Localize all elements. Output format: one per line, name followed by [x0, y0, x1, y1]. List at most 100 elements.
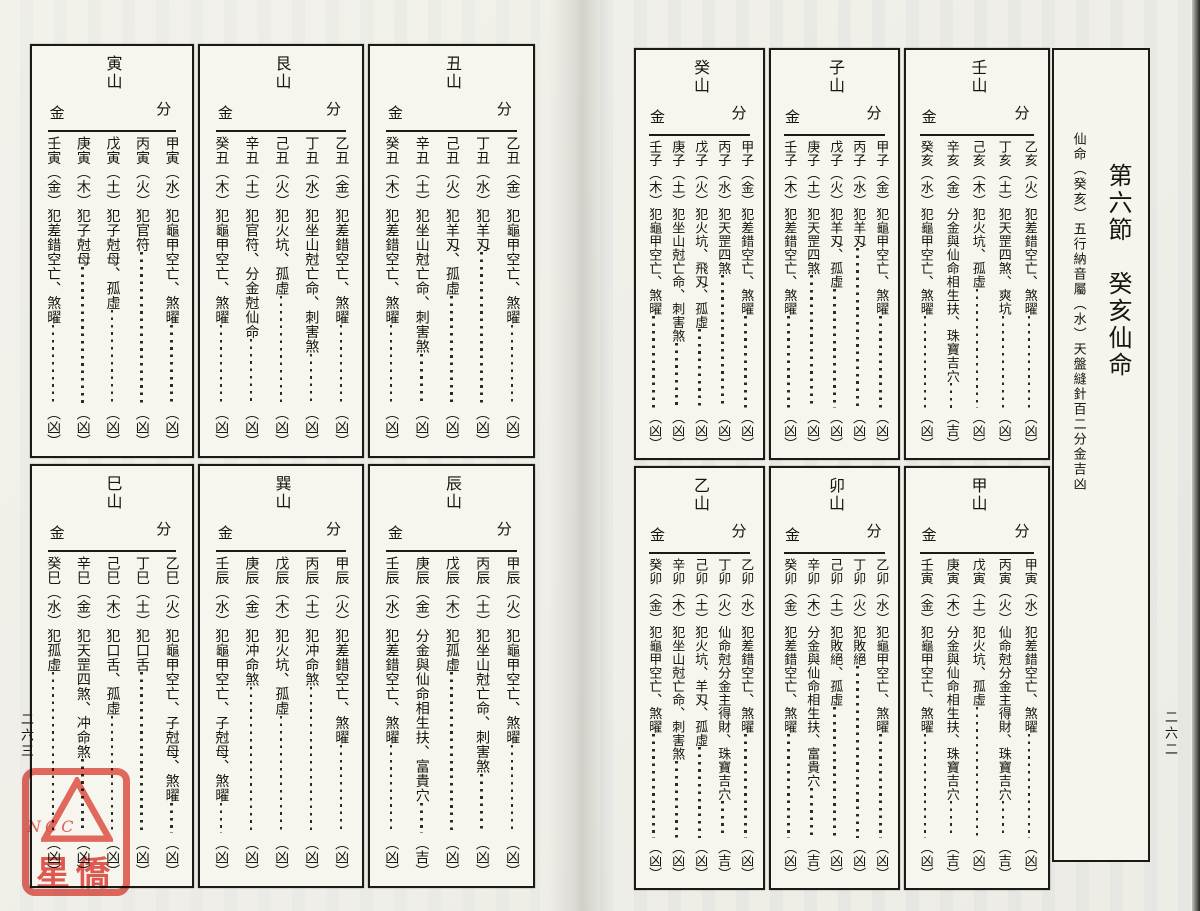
- entry-text: 庚子（土）犯坐山尅亡命、刺害煞: [669, 140, 685, 343]
- fenjin-entries: 甲子（金）犯龜甲空亡、煞曜 （凶） 丙子（水）犯羊刄 （凶） 戊子（火）犯羊刄、孤虛 （凶…: [777, 140, 892, 450]
- entry-verdict: （凶）: [1021, 841, 1037, 880]
- entry-verdict: （凶）: [413, 406, 430, 448]
- dot-leader: [140, 672, 143, 833]
- fenjin-entry-壬子: 壬子（木）犯差錯空亡、煞曜 （凶）: [777, 140, 800, 450]
- mountain-name: 甲山: [968, 477, 988, 513]
- fenjin-entries: 乙卯（水）犯差錯空亡、煞曜 （凶） 丁卯（火）仙命尅分金主得財、珠寶吉穴 （吉） 己卯（…: [642, 558, 757, 880]
- entry-text: 丙寅（火）仙命尅分金主得財、珠寶吉穴: [995, 558, 1011, 801]
- entry-text: 庚寅（木）分金與仙命相生扶、珠寶吉穴: [943, 558, 959, 801]
- fenjin-entries: 甲寅（水）犯差錯空亡、煞曜 （凶） 丙寅（火）仙命尅分金主得財、珠寶吉穴 （吉） 戊寅（…: [912, 558, 1042, 880]
- section-subtitle: 仙命（癸亥）五行納音屬（水）天盤縫針百二分金吉凶: [1070, 132, 1086, 492]
- entry-verdict: （吉）: [413, 836, 430, 878]
- fenjin-entry-癸亥: 癸亥（水）犯龜甲空亡、煞曜 （凶）: [912, 140, 938, 450]
- entry-verdict: （凶）: [692, 411, 708, 450]
- entry-verdict: （凶）: [473, 836, 490, 878]
- section-header: 辰山分 金: [370, 466, 533, 552]
- fenjin-entry-丁丑: 丁丑（水）犯坐山尅亡命、刺害煞 （凶）: [296, 136, 326, 448]
- entry-text: 戊子（火）犯羊刄、孤虛: [827, 140, 843, 289]
- entry-text: 丁丑（水）犯羊刄: [474, 136, 491, 252]
- entry-text: 丙子（水）犯天罡四煞: [715, 140, 731, 275]
- dot-leader: [744, 315, 747, 408]
- fenjin-entries: 乙卯（水）犯龜甲空亡、煞曜 （凶） 丁卯（火）犯敗絕 （凶） 己卯（土）犯敗絕、孤虛 （凶…: [777, 558, 892, 880]
- dot-leader: [652, 733, 655, 838]
- dot-leader: [279, 715, 283, 833]
- fenjin-entry-庚寅: 庚寅（木）分金與仙命相生扶、珠寶吉穴 （吉）: [938, 558, 964, 880]
- entry-verdict: （凶）: [44, 836, 61, 878]
- entry-text: 戊子（火）犯火坑、飛刄、孤虛: [692, 140, 708, 329]
- dot-leader: [744, 733, 747, 838]
- dot-leader: [810, 275, 813, 408]
- fenjin-entry-丙辰: 丙辰（土）犯坐山尅亡命、刺害煞 （凶）: [467, 556, 497, 878]
- header-rule: [783, 134, 886, 136]
- section-title-box: 第六節 癸亥仙命 仙命（癸亥）五行納音屬（水）天盤縫針百二分金吉凶: [1052, 48, 1150, 862]
- fenjin-entry-辛丑: 辛丑（土）犯官符、分金尅仙命 （凶）: [236, 136, 266, 448]
- page-gutter: [548, 0, 610, 911]
- entry-verdict: （凶）: [273, 406, 290, 448]
- entry-text: 壬子（木）犯差錯空亡、煞曜: [781, 140, 797, 316]
- entry-verdict: （凶）: [804, 411, 820, 450]
- entry-verdict: （凶）: [473, 406, 490, 448]
- dot-leader: [389, 324, 393, 403]
- entry-verdict: （凶）: [163, 836, 180, 878]
- fenjin-entries: 乙亥（火）犯差錯空亡、煞曜 （凶） 丁亥（土）犯天罡四煞、爽坑 （凶） 己亥（木）犯火坑…: [912, 140, 1042, 450]
- entry-text: 乙亥（火）犯差錯空亡、煞曜: [1021, 140, 1037, 316]
- fenjin-entry-戊辰: 戊辰（木）犯火坑、孤虛 （凶）: [266, 556, 296, 878]
- fenjin-label-left: 金: [49, 524, 65, 542]
- entry-verdict: （吉）: [943, 411, 959, 450]
- fenjin-entry-戊子: 戊子（火）犯羊刄、孤虛 （凶）: [823, 140, 846, 450]
- dot-leader: [450, 672, 453, 833]
- dot-leader: [510, 324, 514, 403]
- entry-verdict: （凶）: [133, 406, 150, 448]
- fenjin-entries: 甲辰（火）犯差錯空亡、煞曜 （凶） 丙辰（土）犯冲命煞 （凶） 戊辰（木）犯火坑、孤虛 （…: [206, 556, 356, 878]
- entry-verdict: （凶）: [44, 406, 61, 448]
- fenjin-entry-乙亥: 乙亥（火）犯差錯空亡、煞曜 （凶）: [1016, 140, 1042, 450]
- entry-text: 庚寅（木）犯子尅母: [74, 136, 91, 267]
- fenjin-entry-壬辰: 壬辰（水）犯龜甲空亡、子尅母、煞曜 （凶）: [206, 556, 236, 878]
- fenjin-label-right: 分: [496, 100, 512, 118]
- fenjin-label-left: 金: [921, 526, 937, 544]
- entry-verdict: （凶）: [243, 836, 260, 878]
- mountain-section-癸山: 癸山分金甲子（金）犯差錯空亡、煞曜 （凶） 丙子（水）犯天罡四煞 （凶） 戊子（火）犯火…: [634, 48, 765, 460]
- fenjin-entry-丁卯: 丁卯（火）仙命尅分金主得財、珠寶吉穴 （吉）: [711, 558, 734, 880]
- entry-text: 癸丑（木）犯差錯空亡、煞曜: [383, 136, 400, 325]
- mountain-section-甲山: 甲山分 金甲寅（水）犯差錯空亡、煞曜 （凶） 丙寅（火）仙命尅分金主得財、珠寶吉穴 （吉…: [904, 466, 1050, 890]
- entry-text: 癸卯（金）犯差錯空亡、煞曜: [781, 558, 797, 734]
- mountain-section-壬山: 壬山分金乙亥（火）犯差錯空亡、煞曜 （凶） 丁亥（土）犯天罡四煞、爽坑 （凶） 己亥（木…: [904, 48, 1050, 460]
- fenjin-entries: 乙丑（金）犯龜甲空亡、煞曜 （凶） 丁丑（水）犯羊刄 （凶） 己丑（火）犯羊刄、孤虛 （凶…: [376, 136, 527, 448]
- fenjin-entry-戊寅: 戊寅（土）犯火坑、孤虛 （凶）: [964, 558, 990, 880]
- fenjin-entry-壬子: 壬子（木）犯龜甲空亡、煞曜 （凶）: [642, 140, 665, 450]
- entry-text: 己卯（土）犯火坑、羊刄、孤虛: [692, 558, 708, 747]
- dot-leader: [879, 315, 882, 408]
- fenjin-entry-甲辰: 甲辰（火）犯差錯空亡、煞曜 （凶）: [326, 556, 356, 878]
- mountain-name: 巳山: [103, 475, 123, 511]
- header-rule: [648, 552, 751, 554]
- entry-verdict: （吉）: [995, 841, 1011, 880]
- entry-verdict: （凶）: [827, 841, 843, 880]
- fenjin-entry-庚辰: 庚辰（金）犯冲命煞 （凶）: [236, 556, 266, 878]
- fenjin-label-left: 金: [649, 108, 665, 126]
- fenjin-label-right: 分: [325, 520, 341, 538]
- entry-text: 甲寅（水）犯差錯空亡、煞曜: [1021, 558, 1037, 734]
- dot-leader: [721, 801, 724, 838]
- fenjin-entry-甲寅: 甲寅（水）犯龜甲空亡、煞曜 （凶）: [156, 136, 186, 448]
- fenjin-entries: 甲辰（火）犯龜甲空亡、煞曜 （凶） 丙辰（土）犯坐山尅亡命、刺害煞 （凶） 戊辰（木）犯…: [376, 556, 527, 878]
- fenjin-label-left: 金: [49, 104, 65, 122]
- entry-verdict: （凶）: [692, 841, 708, 880]
- entry-text: 戊寅（土）犯火坑、孤虛: [969, 558, 985, 707]
- header-rule: [48, 130, 176, 132]
- entry-text: 戊辰（木）犯孤虛: [443, 556, 460, 672]
- fenjin-entry-壬寅: 壬寅（金）犯龜甲空亡、煞曜 （凶）: [912, 558, 938, 880]
- entry-text: 壬寅（金）犯龜甲空亡、煞曜: [917, 558, 933, 734]
- fenjin-entry-丁丑: 丁丑（水）犯羊刄 （凶）: [467, 136, 497, 448]
- entry-text: 辛丑（土）犯官符、分金尅仙命: [243, 136, 260, 339]
- dot-leader: [787, 315, 790, 408]
- entry-text: 丁亥（土）犯天罡四煞、爽坑: [995, 140, 1011, 316]
- entry-verdict: （凶）: [1021, 411, 1037, 450]
- dot-leader: [698, 329, 701, 408]
- dot-leader: [833, 706, 836, 838]
- fenjin-label-right: 分: [731, 522, 747, 540]
- section-header: 丑山分 金: [370, 46, 533, 132]
- dot-leader: [510, 744, 514, 833]
- fenjin-entry-乙丑: 乙丑（金）犯差錯空亡、煞曜 （凶）: [326, 136, 356, 448]
- mountain-section-寅山: 寅山分金甲寅（水）犯龜甲空亡、煞曜 （凶） 丙寅（火）犯官符 （凶） 戊寅（土）犯子尅母…: [30, 44, 194, 458]
